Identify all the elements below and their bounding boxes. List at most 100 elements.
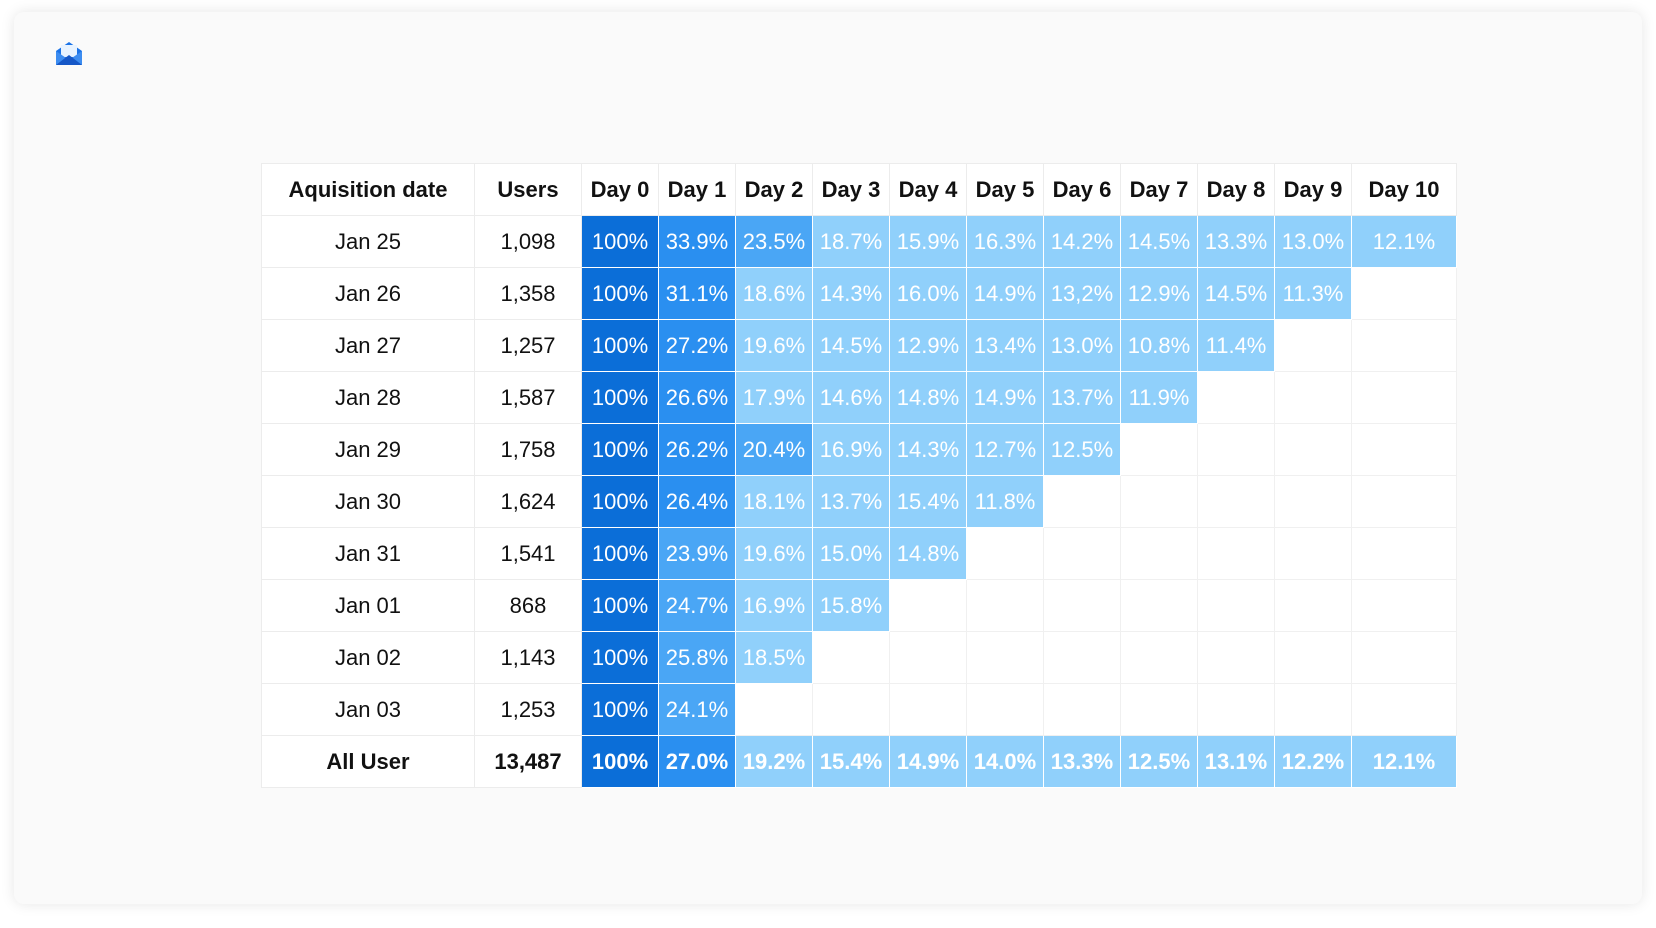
acquisition-date-cell: Jan 25 (261, 215, 475, 268)
column-header: Users (474, 163, 582, 216)
retention-cell: 14.5% (1120, 215, 1198, 268)
retention-cell: 16.3% (966, 215, 1044, 268)
retention-cell: 100% (581, 683, 659, 736)
empty-cell (966, 683, 1044, 736)
retention-cell: 31.1% (658, 267, 736, 320)
retention-cell: 23.9% (658, 527, 736, 580)
empty-cell (1120, 631, 1198, 684)
empty-cell (735, 683, 813, 736)
retention-cell: 18.1% (735, 475, 813, 528)
retention-cell: 12.2% (1274, 735, 1352, 788)
empty-cell (1274, 579, 1352, 632)
retention-cell: 12.9% (889, 319, 967, 372)
acquisition-date-cell: Jan 30 (261, 475, 475, 528)
empty-cell (889, 579, 967, 632)
retention-cell: 13.0% (1043, 319, 1121, 372)
empty-cell (966, 527, 1044, 580)
acquisition-date-cell: Jan 26 (261, 267, 475, 320)
retention-cell: 15.4% (889, 475, 967, 528)
users-cell: 1,624 (474, 475, 582, 528)
column-header: Day 4 (889, 163, 967, 216)
empty-cell (1351, 267, 1457, 320)
cohort-row: Jan 31 1,541 100% 23.9% 19.6% 15.0% 14.8% (261, 527, 1457, 580)
column-header: Day 5 (966, 163, 1044, 216)
retention-cell: 14.5% (1197, 267, 1275, 320)
empty-cell (812, 631, 890, 684)
empty-cell (1274, 423, 1352, 476)
cohort-row: Jan 29 1,758 100% 26.2% 20.4% 16.9% 14.3% 12.7%… (261, 423, 1457, 476)
empty-cell (1351, 371, 1457, 424)
retention-cell: 100% (581, 267, 659, 320)
retention-cell: 100% (581, 527, 659, 580)
column-header: Day 7 (1120, 163, 1198, 216)
retention-cell: 14.8% (889, 527, 967, 580)
total-row: All User 13,487 100% 27.0% 19.2% 15.4% 14.9% 14… (261, 735, 1457, 788)
users-cell: 1,358 (474, 267, 582, 320)
empty-cell (1120, 527, 1198, 580)
empty-cell (1043, 631, 1121, 684)
retention-cell: 100% (581, 631, 659, 684)
acquisition-date-cell: All User (261, 735, 475, 788)
retention-cell: 12.7% (966, 423, 1044, 476)
retention-cell: 13.4% (966, 319, 1044, 372)
dashboard-card: Aquisition date Users Day 0 Day 1 Day 2 Day 3… (14, 12, 1642, 904)
empty-cell (1274, 475, 1352, 528)
retention-cell: 16.9% (812, 423, 890, 476)
cohort-row: Jan 27 1,257 100% 27.2% 19.6% 14.5% 12.9% 13.4%… (261, 319, 1457, 372)
users-cell: 1,541 (474, 527, 582, 580)
retention-cell: 19.2% (735, 735, 813, 788)
retention-cell: 26.4% (658, 475, 736, 528)
empty-cell (966, 631, 1044, 684)
retention-cell: 13,2% (1043, 267, 1121, 320)
empty-cell (1197, 527, 1275, 580)
retention-cell: 15.0% (812, 527, 890, 580)
retention-cell: 100% (581, 319, 659, 372)
retention-cell: 12.1% (1351, 215, 1457, 268)
empty-cell (1274, 319, 1352, 372)
acquisition-date-cell: Jan 02 (261, 631, 475, 684)
retention-cell: 14.9% (966, 371, 1044, 424)
empty-cell (889, 683, 967, 736)
retention-cell: 15.4% (812, 735, 890, 788)
acquisition-date-cell: Jan 01 (261, 579, 475, 632)
retention-cell: 18.6% (735, 267, 813, 320)
users-cell: 868 (474, 579, 582, 632)
retention-cell: 100% (581, 423, 659, 476)
retention-cell: 19.6% (735, 319, 813, 372)
retention-cell: 14.2% (1043, 215, 1121, 268)
retention-cell: 33.9% (658, 215, 736, 268)
retention-cell: 100% (581, 371, 659, 424)
column-header: Day 3 (812, 163, 890, 216)
acquisition-date-cell: Jan 27 (261, 319, 475, 372)
cohort-row: Jan 25 1,098 100% 33.9% 23.5% 18.7% 15.9% 16.3%… (261, 215, 1457, 268)
empty-cell (1351, 527, 1457, 580)
cohort-row: Jan 26 1,358 100% 31.1% 18.6% 14.3% 16.0% 14.9%… (261, 267, 1457, 320)
acquisition-date-cell: Jan 31 (261, 527, 475, 580)
retention-cell: 19.6% (735, 527, 813, 580)
retention-cell: 12.9% (1120, 267, 1198, 320)
empty-cell (1197, 683, 1275, 736)
header-row: Aquisition date Users Day 0 Day 1 Day 2 Day 3… (261, 163, 1457, 216)
empty-cell (1274, 683, 1352, 736)
empty-cell (1043, 683, 1121, 736)
users-cell: 13,487 (474, 735, 582, 788)
empty-cell (1351, 475, 1457, 528)
empty-cell (1197, 475, 1275, 528)
empty-cell (1351, 579, 1457, 632)
retention-cell: 100% (581, 579, 659, 632)
empty-cell (1197, 423, 1275, 476)
column-header: Day 0 (581, 163, 659, 216)
users-cell: 1,253 (474, 683, 582, 736)
empty-cell (1274, 527, 1352, 580)
empty-cell (1351, 319, 1457, 372)
column-header: Day 6 (1043, 163, 1121, 216)
acquisition-date-cell: Jan 29 (261, 423, 475, 476)
retention-cell: 24.1% (658, 683, 736, 736)
retention-cell: 12.1% (1351, 735, 1457, 788)
empty-cell (1043, 527, 1121, 580)
retention-cell: 16.9% (735, 579, 813, 632)
empty-cell (1351, 683, 1457, 736)
empty-cell (1197, 579, 1275, 632)
empty-cell (1043, 579, 1121, 632)
retention-cell: 26.6% (658, 371, 736, 424)
